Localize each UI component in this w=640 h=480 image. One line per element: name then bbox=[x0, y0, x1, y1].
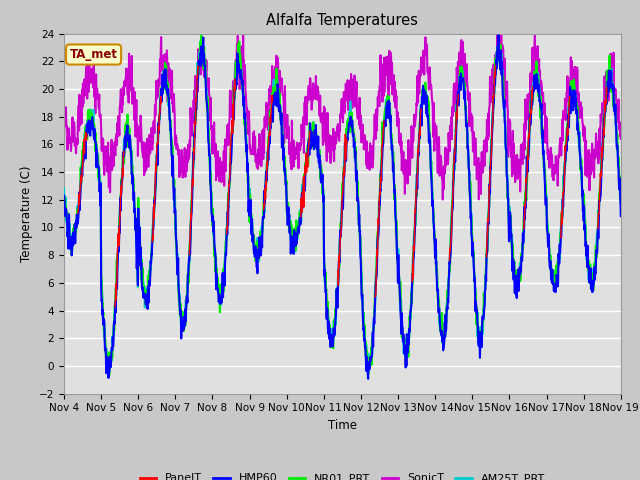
HMP60 bbox=[170, 185, 178, 191]
HMP60 bbox=[617, 213, 625, 219]
Line: PanelT: PanelT bbox=[78, 65, 607, 307]
AM25T_PRT bbox=[103, 370, 111, 376]
Line: HMP60: HMP60 bbox=[64, 35, 621, 379]
NR01_PRT bbox=[60, 200, 68, 206]
AM25T_PRT bbox=[60, 185, 68, 191]
NR01_PRT bbox=[198, 33, 205, 38]
HMP60 bbox=[495, 32, 502, 38]
SonicT bbox=[184, 159, 191, 165]
NR01_PRT bbox=[247, 221, 255, 227]
Text: TA_met: TA_met bbox=[70, 48, 118, 61]
SonicT bbox=[552, 166, 559, 171]
AM25T_PRT bbox=[429, 221, 437, 227]
HMP60 bbox=[364, 376, 372, 382]
SonicT bbox=[170, 103, 178, 109]
NR01_PRT bbox=[617, 198, 625, 204]
AM25T_PRT bbox=[171, 205, 179, 211]
Title: Alfalfa Temperatures: Alfalfa Temperatures bbox=[266, 13, 419, 28]
NR01_PRT bbox=[106, 372, 113, 378]
SonicT bbox=[439, 197, 447, 203]
SonicT bbox=[429, 105, 436, 110]
AM25T_PRT bbox=[617, 201, 625, 206]
NR01_PRT bbox=[184, 273, 192, 279]
NR01_PRT bbox=[552, 282, 559, 288]
HMP60 bbox=[184, 273, 191, 278]
AM25T_PRT bbox=[247, 210, 255, 216]
SonicT bbox=[60, 142, 68, 148]
SonicT bbox=[495, 31, 503, 36]
AM25T_PRT bbox=[197, 36, 205, 42]
Line: NR01_PRT: NR01_PRT bbox=[64, 36, 621, 375]
X-axis label: Time: Time bbox=[328, 419, 357, 432]
Line: AM25T_PRT: AM25T_PRT bbox=[64, 39, 621, 373]
HMP60 bbox=[502, 146, 510, 152]
HMP60 bbox=[246, 204, 254, 210]
NR01_PRT bbox=[171, 203, 179, 209]
NR01_PRT bbox=[429, 208, 437, 214]
AM25T_PRT bbox=[502, 151, 510, 157]
HMP60 bbox=[429, 208, 437, 214]
Legend: PanelT, HMP60, NR01_PRT, SonicT, AM25T_PRT: PanelT, HMP60, NR01_PRT, SonicT, AM25T_P… bbox=[135, 469, 550, 480]
AM25T_PRT bbox=[184, 274, 192, 279]
Y-axis label: Temperature (C): Temperature (C) bbox=[20, 165, 33, 262]
SonicT bbox=[502, 85, 510, 91]
Line: SonicT: SonicT bbox=[64, 34, 621, 200]
HMP60 bbox=[552, 289, 559, 295]
AM25T_PRT bbox=[552, 279, 559, 285]
SonicT bbox=[617, 136, 625, 142]
HMP60 bbox=[60, 193, 68, 199]
SonicT bbox=[246, 143, 254, 148]
NR01_PRT bbox=[502, 153, 510, 158]
